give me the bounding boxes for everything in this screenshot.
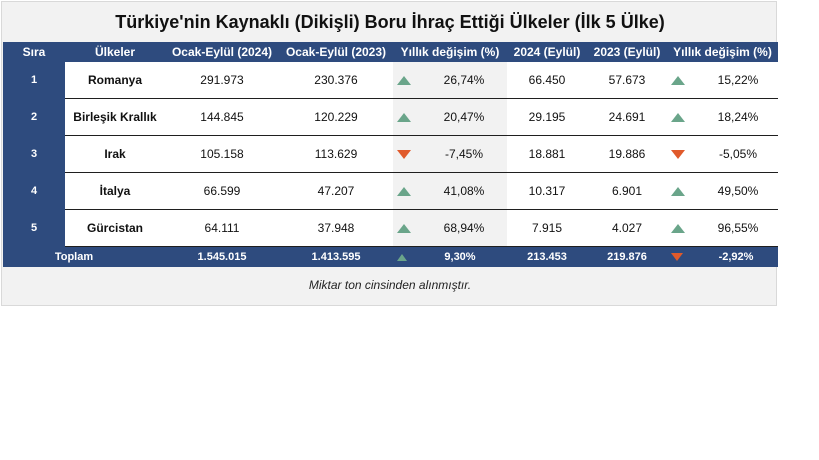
change-cell: -2,92% bbox=[667, 246, 778, 267]
change-value: 68,94% bbox=[443, 221, 485, 235]
total-sep-2024: 213.453 bbox=[507, 246, 587, 267]
total-ytd-2024: 1.545.015 bbox=[165, 246, 279, 267]
change-value: -5,05% bbox=[718, 147, 758, 161]
change-value: 15,22% bbox=[717, 73, 759, 87]
sep-2023-cell: 57.673 bbox=[587, 62, 667, 99]
sep-2024-cell: 18.881 bbox=[507, 135, 587, 173]
trend-arrow-icon bbox=[397, 75, 411, 85]
total-label: Toplam bbox=[3, 246, 165, 267]
report-panel: Türkiye'nin Kaynaklı (Dikişli) Boru İhra… bbox=[1, 1, 778, 306]
table-title: Türkiye'nin Kaynaklı (Dikişli) Boru İhra… bbox=[115, 11, 665, 32]
trend-arrow-icon bbox=[671, 253, 683, 261]
change-value: -2,92% bbox=[718, 251, 754, 263]
country-cell: Gürcistan bbox=[65, 209, 165, 247]
table-row: 4 İtalya 66.599 47.207 41,08% 10.317 6.901 49,5… bbox=[3, 172, 778, 210]
change-cell: 20,47% bbox=[393, 98, 507, 136]
rank-cell: 1 bbox=[3, 62, 65, 99]
trend-arrow-icon bbox=[671, 149, 685, 159]
change-cell: -7,45% bbox=[393, 135, 507, 173]
change-value: 96,55% bbox=[717, 221, 759, 235]
rank-cell: 4 bbox=[3, 172, 65, 210]
ytd-2023-cell: 37.948 bbox=[279, 209, 393, 247]
change-cell: 41,08% bbox=[393, 172, 507, 210]
change-cell: -5,05% bbox=[667, 135, 778, 173]
trend-arrow-icon bbox=[397, 112, 411, 122]
header-ytd-change: Yıllık değişim (%) bbox=[393, 42, 507, 62]
table-row: 5 Gürcistan 64.111 37.948 68,94% 7.915 4.027 96… bbox=[3, 209, 778, 247]
trend-arrow-icon bbox=[397, 186, 411, 196]
trend-arrow-icon bbox=[671, 186, 685, 196]
export-table: Sıra Ülkeler Ocak-Eylül (2024) Ocak-Eylü… bbox=[3, 42, 778, 267]
rank-cell: 3 bbox=[3, 135, 65, 173]
sep-2023-cell: 19.886 bbox=[587, 135, 667, 173]
header-rank: Sıra bbox=[3, 42, 65, 62]
trend-arrow-icon bbox=[397, 253, 407, 261]
ytd-2023-cell: 113.629 bbox=[279, 135, 393, 173]
change-value: 9,30% bbox=[444, 251, 476, 263]
total-sep-2023: 219.876 bbox=[587, 246, 667, 267]
change-value: -7,45% bbox=[444, 147, 484, 161]
country-cell: Irak bbox=[65, 135, 165, 173]
country-cell: Romanya bbox=[65, 62, 165, 99]
ytd-2024-cell: 291.973 bbox=[165, 62, 279, 99]
trend-arrow-icon bbox=[671, 112, 685, 122]
trend-arrow-icon bbox=[397, 149, 411, 159]
change-value: 26,74% bbox=[443, 73, 485, 87]
change-cell: 68,94% bbox=[393, 209, 507, 247]
table-row: 1 Romanya 291.973 230.376 26,74% 66.450 57.673… bbox=[3, 62, 778, 99]
table-row: 3 Irak 105.158 113.629 -7,45% 18.881 19.886 -5,… bbox=[3, 135, 778, 173]
change-cell: 96,55% bbox=[667, 209, 778, 247]
sep-2023-cell: 6.901 bbox=[587, 172, 667, 210]
trend-arrow-icon bbox=[671, 75, 685, 85]
ytd-2023-cell: 47.207 bbox=[279, 172, 393, 210]
change-value: 20,47% bbox=[443, 110, 485, 124]
unit-note: Miktar ton cinsinden alınmıştır. bbox=[308, 278, 472, 292]
total-ytd-2023: 1.413.595 bbox=[279, 246, 393, 267]
header-country: Ülkeler bbox=[65, 42, 165, 62]
change-cell: 9,30% bbox=[393, 246, 507, 267]
change-value: 18,24% bbox=[717, 110, 759, 124]
header-sep-2023: 2023 (Eylül) bbox=[587, 42, 667, 62]
rank-cell: 2 bbox=[3, 98, 65, 136]
country-cell: İtalya bbox=[65, 172, 165, 210]
ytd-2024-cell: 105.158 bbox=[165, 135, 279, 173]
header-ytd-2024: Ocak-Eylül (2024) bbox=[165, 42, 279, 62]
trend-arrow-icon bbox=[671, 223, 685, 233]
country-cell: Birleşik Krallık bbox=[65, 98, 165, 136]
header-row: Sıra Ülkeler Ocak-Eylül (2024) Ocak-Eylü… bbox=[3, 42, 778, 62]
ytd-2024-cell: 64.111 bbox=[165, 209, 279, 247]
change-cell: 26,74% bbox=[393, 62, 507, 99]
rank-cell: 5 bbox=[3, 209, 65, 247]
sep-2024-cell: 7.915 bbox=[507, 209, 587, 247]
change-cell: 18,24% bbox=[667, 98, 778, 136]
change-value: 49,50% bbox=[717, 184, 759, 198]
trend-arrow-icon bbox=[397, 223, 411, 233]
sep-2024-cell: 66.450 bbox=[507, 62, 587, 99]
ytd-2024-cell: 66.599 bbox=[165, 172, 279, 210]
change-value: 41,08% bbox=[443, 184, 485, 198]
change-cell: 49,50% bbox=[667, 172, 778, 210]
total-row: Toplam 1.545.015 1.413.595 9,30% 213.453 219.… bbox=[3, 246, 778, 267]
header-ytd-2023: Ocak-Eylül (2023) bbox=[279, 42, 393, 62]
sep-2023-cell: 4.027 bbox=[587, 209, 667, 247]
ytd-2023-cell: 120.229 bbox=[279, 98, 393, 136]
header-sep-change: Yıllık değişim (%) bbox=[667, 42, 778, 62]
header-sep-2024: 2024 (Eylül) bbox=[507, 42, 587, 62]
sep-2023-cell: 24.691 bbox=[587, 98, 667, 136]
ytd-2023-cell: 230.376 bbox=[279, 62, 393, 99]
change-cell: 15,22% bbox=[667, 62, 778, 99]
table-row: 2 Birleşik Krallık 144.845 120.229 20,47% 29.… bbox=[3, 98, 778, 136]
sep-2024-cell: 29.195 bbox=[507, 98, 587, 136]
sep-2024-cell: 10.317 bbox=[507, 172, 587, 210]
ytd-2024-cell: 144.845 bbox=[165, 98, 279, 136]
